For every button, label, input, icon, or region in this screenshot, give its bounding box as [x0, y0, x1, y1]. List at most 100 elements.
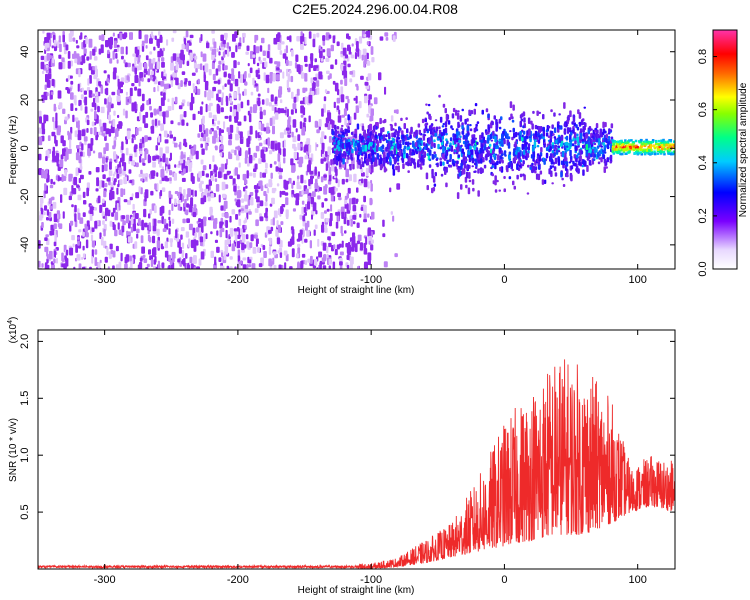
heatmap-cell — [479, 158, 483, 164]
heatmap-cell — [341, 232, 344, 237]
heatmap-cell — [337, 179, 340, 188]
heatmap-cell — [326, 48, 331, 57]
heatmap-cell — [351, 43, 354, 47]
heatmap-cell — [363, 244, 367, 249]
heatmap-cell — [339, 261, 343, 266]
heatmap-cell — [618, 147, 622, 151]
heatmap-cell — [457, 154, 460, 158]
heatmap-cell — [366, 41, 370, 46]
heatmap-cell — [168, 216, 171, 221]
heatmap-cell — [528, 128, 531, 136]
heatmap-cell — [255, 130, 258, 139]
heatmap-cell — [392, 215, 395, 222]
heatmap-cell — [522, 130, 526, 135]
heatmap-cell — [46, 217, 50, 221]
heatmap-cell — [367, 158, 371, 162]
heatmap-cell — [346, 219, 350, 226]
heatmap-cell — [417, 123, 421, 128]
heatmap-cell — [157, 85, 160, 92]
heatmap-cell — [254, 39, 257, 43]
heatmap-cell — [328, 258, 332, 265]
heatmap-cell — [460, 144, 463, 147]
heatmap-cell — [62, 258, 65, 263]
heatmap-cell — [220, 129, 224, 133]
heatmap-cell — [534, 170, 537, 174]
heatmap-cell — [148, 236, 152, 243]
heatmap-cell — [362, 48, 367, 57]
heatmap-cell — [180, 51, 184, 55]
spectrogram-y-label: Frequency (Hz) — [8, 116, 19, 185]
colorbar-tick-label: 0.0 — [697, 261, 709, 276]
heatmap-cell — [138, 54, 141, 58]
heatmap-cell — [303, 191, 307, 195]
heatmap-cell — [93, 207, 97, 211]
heatmap-cell — [292, 103, 297, 110]
heatmap-cell — [46, 32, 51, 40]
heatmap-cell — [234, 234, 238, 242]
heatmap-cell — [181, 43, 185, 50]
heatmap-cell — [215, 68, 219, 76]
heatmap-cell — [291, 194, 294, 198]
heatmap-cell — [374, 157, 377, 160]
heatmap-cell — [245, 204, 249, 209]
heatmap-cell — [202, 165, 207, 171]
heatmap-cell — [276, 237, 281, 245]
heatmap-cell — [104, 256, 108, 263]
heatmap-cell — [53, 241, 57, 247]
heatmap-cell — [259, 60, 263, 64]
heatmap-cell — [259, 132, 263, 136]
heatmap-cell — [621, 143, 625, 146]
heatmap-cell — [555, 149, 559, 154]
heatmap-cell — [635, 150, 638, 154]
heatmap-cell — [542, 126, 545, 132]
heatmap-cell — [226, 170, 230, 176]
heatmap-cell — [185, 253, 188, 259]
heatmap-cell — [109, 58, 113, 64]
heatmap-cell — [625, 147, 629, 150]
heatmap-cell — [236, 241, 241, 249]
heatmap-cell — [58, 102, 63, 109]
heatmap-cell — [523, 117, 526, 123]
heatmap-cell — [182, 154, 186, 159]
heatmap-cell — [109, 161, 112, 170]
heatmap-cell — [534, 124, 538, 130]
heatmap-cell — [659, 152, 663, 155]
heatmap-cell — [149, 209, 152, 215]
heatmap-cell — [560, 142, 563, 147]
heatmap-cell — [252, 54, 256, 58]
heatmap-cell — [199, 106, 203, 115]
heatmap-cell — [92, 66, 96, 71]
heatmap-cell — [287, 241, 292, 247]
heatmap-cell — [102, 220, 105, 225]
heatmap-cell — [272, 217, 275, 226]
heatmap-cell — [314, 188, 318, 192]
heatmap-cell — [245, 51, 249, 55]
heatmap-cell — [574, 145, 578, 152]
heatmap-cell — [224, 72, 227, 77]
heatmap-cell — [124, 62, 128, 68]
heatmap-cell — [367, 213, 370, 218]
heatmap-cell — [196, 266, 200, 269]
heatmap-cell — [168, 84, 171, 89]
heatmap-cell — [423, 134, 427, 137]
heatmap-cell — [636, 148, 639, 151]
heatmap-cell — [163, 92, 166, 101]
heatmap-cell — [569, 149, 572, 157]
heatmap-cell — [509, 101, 513, 109]
heatmap-cell — [358, 101, 362, 109]
heatmap-cell — [471, 165, 474, 168]
heatmap-cell — [644, 143, 648, 146]
heatmap-cell — [293, 151, 297, 159]
heatmap-cell — [498, 120, 502, 124]
heatmap-cell — [224, 245, 229, 255]
heatmap-cell — [160, 124, 163, 132]
heatmap-cell — [278, 161, 281, 168]
heatmap-cell — [77, 124, 80, 131]
heatmap-cell — [69, 30, 74, 37]
heatmap-cell — [328, 174, 332, 182]
heatmap-cell — [574, 162, 577, 167]
heatmap-cell — [218, 194, 221, 203]
heatmap-cell — [308, 179, 311, 187]
heatmap-cell — [400, 117, 403, 121]
heatmap-cell — [108, 114, 111, 121]
